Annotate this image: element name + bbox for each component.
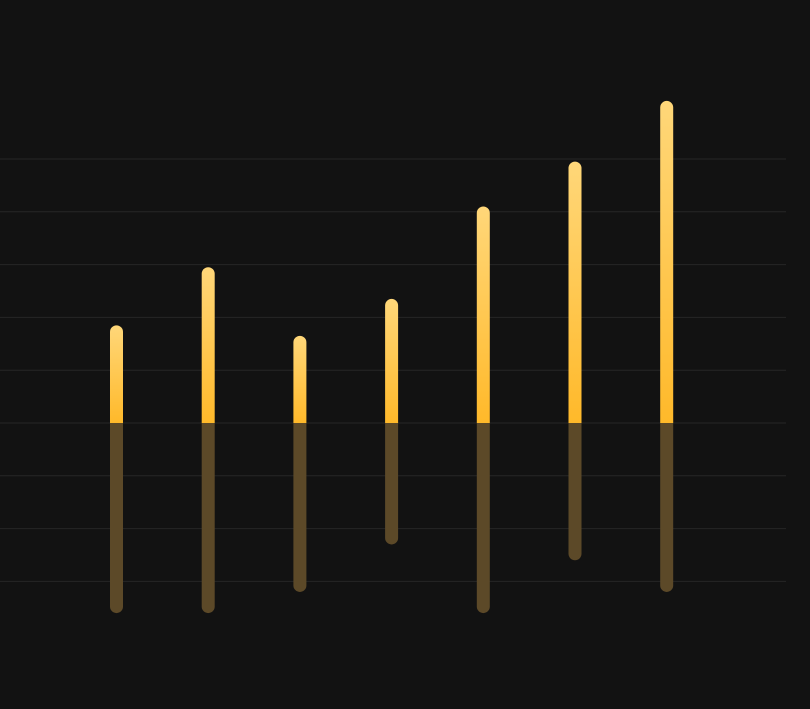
bar-positive	[660, 100, 674, 424]
bar-negative	[476, 423, 490, 614]
bars	[110, 100, 674, 614]
bar-negative	[660, 423, 674, 592]
bar-positive	[476, 206, 490, 423]
bar-negative	[385, 423, 399, 545]
bar-negative	[201, 423, 215, 614]
bar-positive	[568, 161, 582, 423]
bar-positive	[201, 267, 215, 423]
bar-positive	[110, 325, 123, 423]
bar-negative	[568, 423, 582, 561]
bar-positive	[293, 335, 307, 423]
bar-positive	[385, 298, 399, 423]
bar-negative	[293, 423, 307, 592]
bar-negative	[110, 423, 123, 614]
